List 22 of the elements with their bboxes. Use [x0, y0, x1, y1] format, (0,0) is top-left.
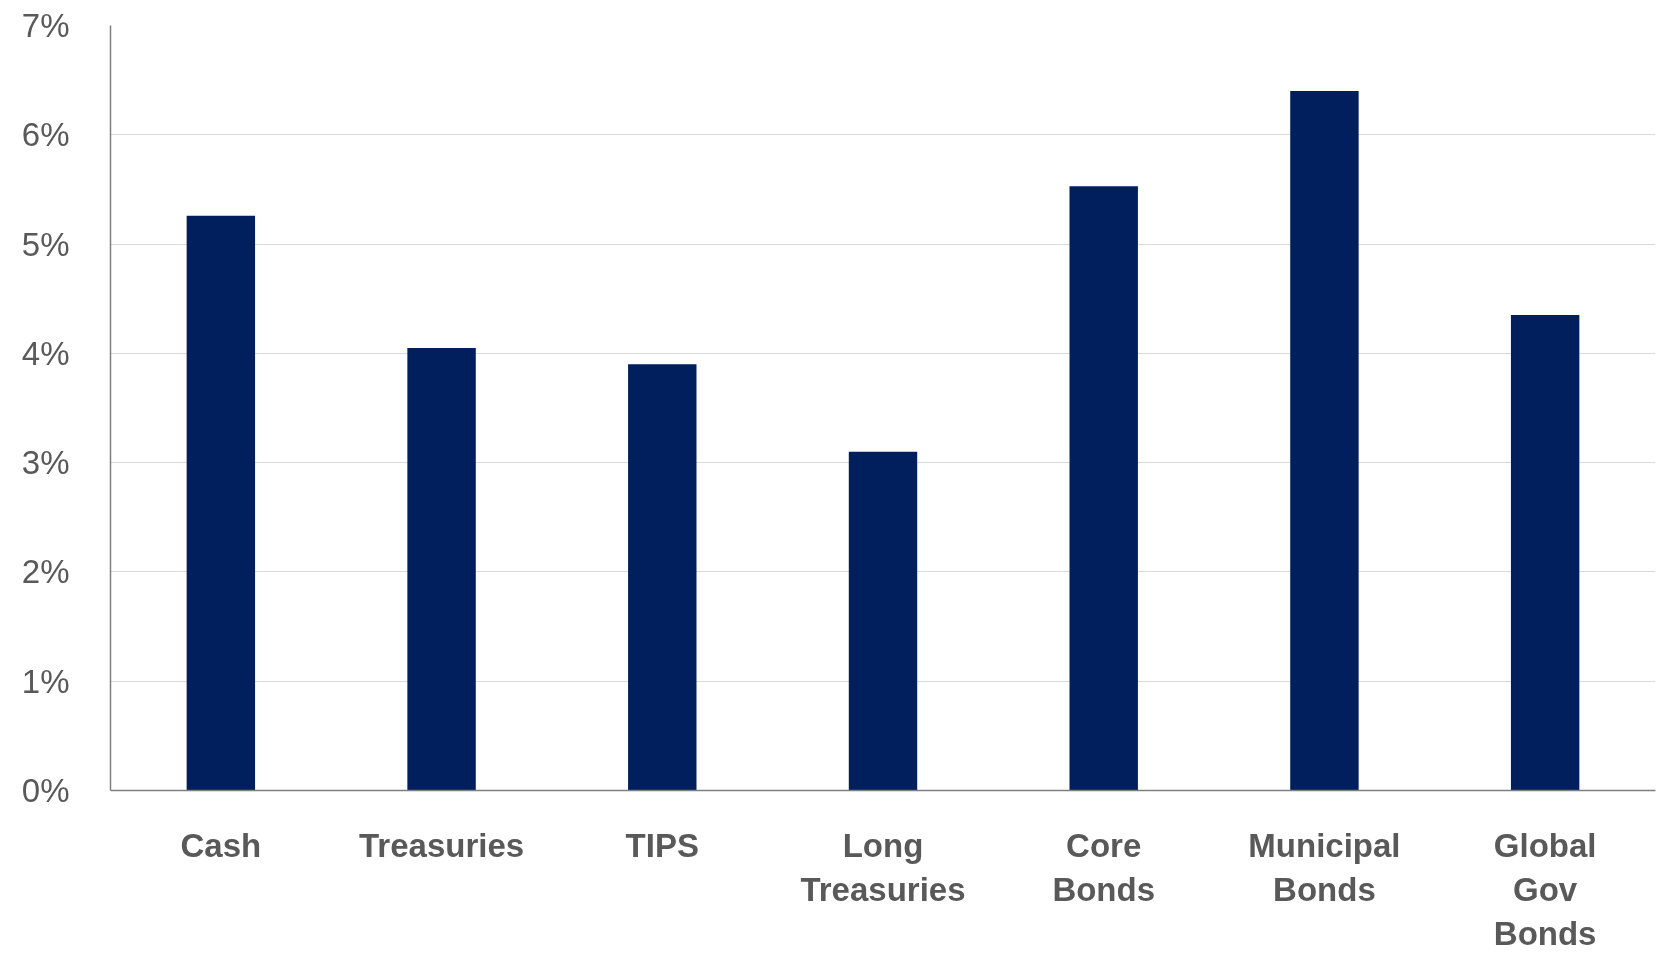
y-tick-label: 4%: [21, 334, 70, 372]
x-tick-label: Treasuries: [359, 826, 525, 864]
bar: [186, 215, 256, 791]
y-tick-label: 3%: [21, 444, 70, 482]
bar: [1290, 91, 1359, 791]
bar: [1510, 315, 1580, 791]
y-tick-label: 1%: [21, 662, 70, 700]
y-tick-label: 6%: [21, 116, 70, 154]
bar: [1069, 186, 1138, 791]
x-tick-label: Municipal Bonds: [1248, 826, 1401, 908]
bar: [628, 364, 697, 791]
x-tick-label: Long Treasuries: [800, 826, 966, 908]
y-tick-label: 5%: [21, 225, 70, 263]
y-tick-label: 0%: [21, 772, 70, 809]
x-tick-label: Cash: [180, 826, 262, 864]
bar: [848, 451, 918, 791]
x-tick-label: Global Gov Bonds: [1493, 826, 1597, 953]
y-tick-label: 7%: [21, 7, 70, 44]
x-tick-label: Core Bonds: [1052, 826, 1156, 908]
x-tick-label: TIPS: [625, 826, 699, 864]
bar: [407, 347, 476, 791]
y-tick-label: 2%: [21, 553, 70, 591]
